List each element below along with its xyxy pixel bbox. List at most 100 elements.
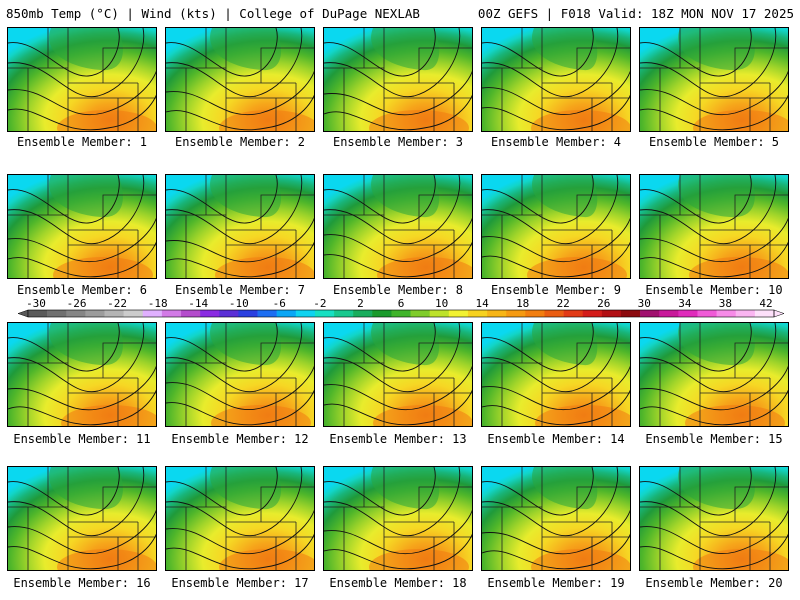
colorbar-tick-label: -14 — [188, 297, 208, 310]
colorbar-swatch — [28, 310, 48, 317]
ensemble-member-label: Ensemble Member: 16 — [13, 576, 151, 590]
height-contours — [166, 175, 314, 278]
cold-pocket — [678, 467, 755, 510]
colorbar-swatch — [372, 310, 392, 317]
forecast-map — [482, 175, 630, 278]
forecast-map — [482, 28, 630, 131]
state-borders — [482, 28, 630, 131]
colorbar-tick-label: -2 — [313, 297, 326, 310]
cold-pocket — [49, 467, 123, 510]
ensemble-member-label: Ensemble Member: 10 — [645, 283, 783, 297]
ensemble-panel — [323, 466, 473, 571]
colorbar-swatch — [697, 310, 717, 317]
cold-pocket — [678, 28, 755, 71]
colorbar-swatch — [66, 310, 86, 317]
cold-pocket — [532, 28, 598, 71]
warm-core — [211, 405, 311, 426]
ensemble-member-label: Ensemble Member: 6 — [16, 283, 148, 297]
height-contours — [640, 467, 788, 570]
ensemble-panel — [165, 174, 315, 279]
forecast-map — [324, 467, 472, 570]
height-contours — [482, 175, 630, 278]
warm-core — [693, 549, 788, 570]
cold-pocket — [678, 175, 755, 218]
colorbar-swatch — [735, 310, 756, 317]
forecast-map — [8, 467, 156, 570]
ensemble-member-label: Ensemble Member: 17 — [171, 576, 309, 590]
ensemble-member-label: Ensemble Member: 7 — [174, 283, 306, 297]
ensemble-member-label: Ensemble Member: 13 — [329, 432, 467, 446]
ensemble-panel — [639, 466, 789, 571]
height-contours — [640, 175, 788, 278]
state-borders — [8, 323, 156, 426]
ensemble-panel — [7, 322, 157, 427]
colorbar-tick-label: -26 — [67, 297, 87, 310]
height-contours — [324, 467, 472, 570]
colorbar-swatch — [219, 310, 239, 317]
colorbar-swatch — [448, 310, 469, 317]
cold-pocket — [371, 175, 440, 218]
cold-pocket — [532, 323, 598, 366]
warm-core — [219, 110, 314, 131]
colorbar-swatch — [334, 310, 354, 317]
colorbar-arrow-left — [17, 309, 29, 318]
height-contours — [8, 28, 156, 131]
ensemble-member-label: Ensemble Member: 9 — [490, 283, 622, 297]
colorbar-swatch — [640, 310, 660, 317]
cold-pocket — [210, 467, 282, 510]
cold-pocket — [49, 175, 123, 218]
colorbar-swatch — [353, 310, 373, 317]
ensemble-panel — [639, 174, 789, 279]
ensemble-member-label: Ensemble Member: 3 — [332, 135, 464, 149]
warm-core — [377, 257, 472, 278]
height-contours — [482, 323, 630, 426]
warm-core — [531, 110, 630, 131]
colorbar-swatch — [601, 310, 622, 317]
ensemble-member-label: Ensemble Member: 8 — [332, 283, 464, 297]
colorbar-tick-label: -6 — [273, 297, 286, 310]
state-borders — [324, 467, 472, 570]
colorbar-tick-label: 34 — [678, 297, 692, 310]
colorbar-tick-label: 10 — [435, 297, 448, 310]
forecast-map — [640, 467, 788, 570]
colorbar-swatch — [410, 310, 430, 317]
colorbar-swatch — [620, 310, 641, 317]
colorbar-tick-label: 26 — [597, 297, 610, 310]
height-contours — [166, 467, 314, 570]
colorbar-swatch — [391, 310, 411, 317]
height-contours — [324, 323, 472, 426]
warm-core — [57, 110, 156, 131]
colorbar-swatch — [563, 310, 584, 317]
warm-core — [57, 549, 156, 570]
ensemble-member-label: Ensemble Member: 4 — [490, 135, 622, 149]
forecast-map — [166, 467, 314, 570]
cold-pocket — [210, 323, 282, 366]
cold-pocket — [678, 323, 755, 366]
state-borders — [166, 175, 314, 278]
colorbar-swatch — [659, 310, 679, 317]
warm-core — [693, 110, 788, 131]
state-borders — [166, 28, 314, 131]
chart-title: 850mb Temp (°C) | Wind (kts) | College o… — [6, 6, 420, 21]
forecast-map — [8, 323, 156, 426]
colorbar-swatch — [754, 310, 775, 317]
colorbar-tick-label: 30 — [638, 297, 651, 310]
colorbar-swatch — [429, 310, 450, 317]
colorbar-tick-label: -18 — [148, 297, 168, 310]
colorbar-tick-label: 6 — [398, 297, 405, 310]
warm-core — [373, 405, 472, 426]
state-borders — [640, 323, 788, 426]
colorbar-swatch — [104, 310, 124, 317]
colorbar-outline — [27, 309, 775, 318]
warm-core — [531, 549, 630, 570]
colorbar-swatch — [47, 310, 67, 317]
ensemble-panel — [165, 322, 315, 427]
ensemble-panel — [165, 27, 315, 132]
forecast-map — [324, 28, 472, 131]
state-borders — [8, 467, 156, 570]
state-borders — [324, 28, 472, 131]
warm-core — [219, 549, 314, 570]
warm-core — [535, 405, 630, 426]
state-borders — [324, 323, 472, 426]
colorbar-swatch — [276, 310, 297, 317]
